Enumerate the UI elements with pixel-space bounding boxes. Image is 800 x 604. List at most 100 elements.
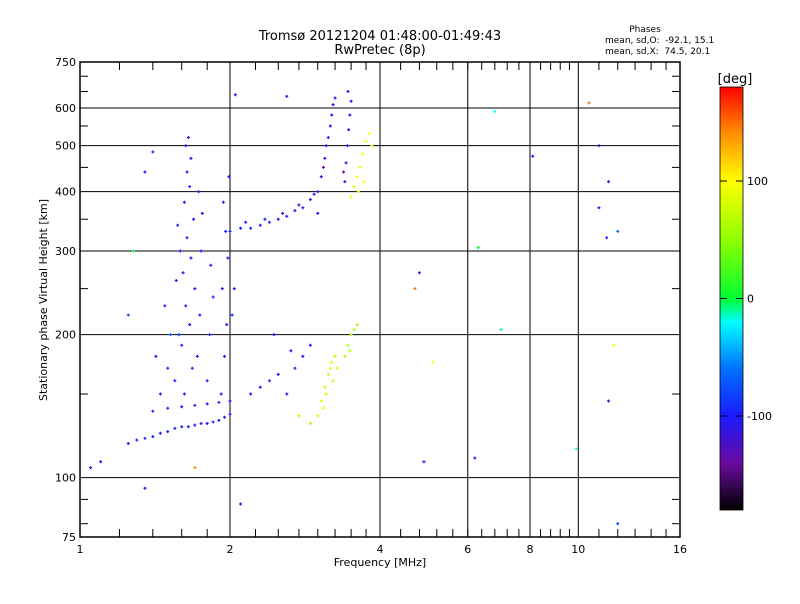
data-point [323, 385, 327, 389]
y-tick-label: 750 [55, 56, 76, 69]
data-point [272, 333, 276, 337]
data-point [358, 165, 362, 169]
data-point [197, 190, 201, 194]
data-point [99, 460, 103, 464]
data-point [355, 323, 359, 327]
data-point [143, 486, 147, 490]
stats-x-line: mean, sd,X: 74.5, 20.1 [605, 47, 710, 57]
data-point [176, 223, 180, 227]
stats-heading: Phases [629, 25, 661, 35]
data-point [151, 409, 155, 413]
data-point [587, 101, 591, 105]
data-point [331, 379, 335, 383]
data-point [417, 271, 421, 275]
data-point [188, 323, 192, 327]
data-point [166, 366, 170, 370]
data-point [316, 190, 320, 194]
data-point [607, 399, 611, 403]
data-point [276, 372, 280, 376]
y-axis-label: Stationary phase Virtual Height [km] [37, 199, 50, 401]
data-point [135, 438, 139, 442]
data-point [326, 372, 330, 376]
data-point [349, 195, 353, 199]
data-point [361, 152, 365, 156]
y-tick-labels: 75 100 200 300 400 500 600 750 [55, 56, 76, 544]
data-point [476, 246, 480, 250]
data-points [89, 90, 620, 526]
data-point [224, 229, 228, 233]
data-point [342, 170, 346, 174]
data-point [356, 190, 360, 194]
data-point [352, 328, 356, 332]
data-point [326, 136, 330, 140]
data-point [308, 198, 312, 202]
data-point [205, 379, 209, 383]
data-point [189, 256, 193, 260]
data-point [422, 460, 426, 464]
axis-ticks [80, 62, 680, 537]
y-tick-label: 100 [55, 472, 76, 485]
data-point [143, 170, 147, 174]
data-point [308, 422, 312, 426]
data-point [316, 414, 320, 418]
data-point [193, 403, 197, 407]
data-point [297, 203, 301, 207]
data-point [346, 90, 350, 94]
stats-o-line: mean, sd,O: -92.1, 15.1 [605, 36, 714, 46]
data-point [190, 366, 194, 370]
data-point [499, 328, 503, 332]
data-point [166, 430, 170, 434]
data-point [285, 94, 289, 98]
y-tick-label: 400 [55, 186, 76, 199]
data-point [228, 412, 232, 416]
data-point [473, 456, 477, 460]
data-point [184, 144, 188, 148]
data-point [597, 206, 601, 210]
data-point [321, 165, 325, 169]
data-point [330, 360, 334, 364]
x-axis-label: Frequency [MHz] [334, 556, 426, 569]
data-point [182, 200, 186, 204]
data-point [267, 220, 271, 224]
data-point [232, 287, 236, 291]
data-point [597, 144, 601, 148]
data-point [217, 418, 221, 422]
data-point [180, 425, 184, 429]
data-point [293, 366, 297, 370]
data-point [173, 426, 177, 430]
colorbar-ticks: 100 0 -100 [720, 175, 772, 423]
data-point [89, 466, 93, 470]
data-point [319, 175, 323, 179]
data-point [239, 226, 243, 230]
data-point [166, 406, 170, 410]
data-point [143, 436, 147, 440]
data-point [185, 236, 189, 240]
data-point [226, 256, 230, 260]
data-point [126, 313, 130, 317]
data-point [163, 304, 167, 308]
data-point [228, 229, 232, 233]
data-point [345, 144, 349, 148]
data-point [333, 354, 337, 358]
data-point [301, 206, 305, 210]
colorbar-tick-label: -100 [747, 410, 772, 423]
data-point [131, 249, 135, 253]
data-point [198, 313, 202, 317]
y-tick-label: 500 [55, 140, 76, 153]
data-point [285, 392, 289, 396]
data-point [185, 170, 189, 174]
data-point [174, 279, 178, 283]
data-point [221, 200, 225, 204]
data-point [225, 323, 229, 327]
data-point [199, 422, 203, 426]
data-point [151, 435, 155, 439]
data-point [193, 287, 197, 291]
data-point [223, 415, 227, 419]
data-point [324, 392, 328, 396]
plot-frame [79, 61, 681, 538]
data-point [158, 431, 162, 435]
data-point [189, 156, 193, 160]
data-point [209, 263, 213, 267]
data-point [151, 150, 155, 154]
x-tick-label: 1 [77, 543, 84, 556]
